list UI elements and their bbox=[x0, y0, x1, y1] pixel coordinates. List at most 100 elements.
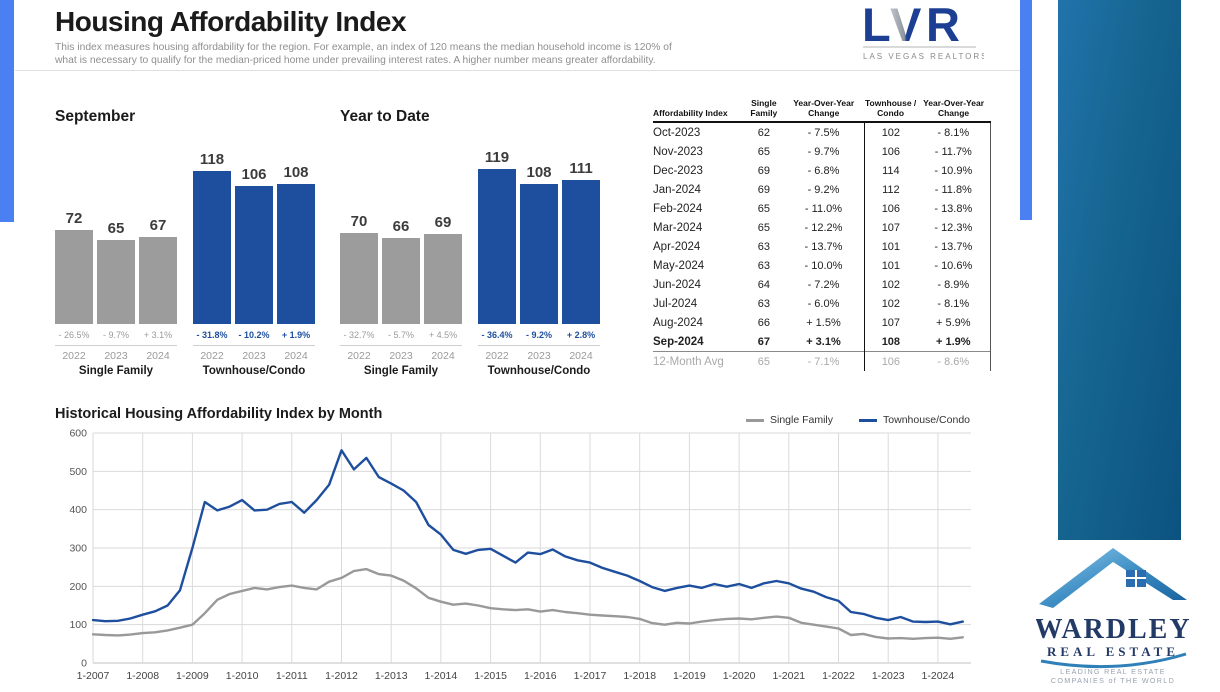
bar-column: 69 bbox=[424, 214, 462, 324]
table-cell: 12-Month Avg bbox=[653, 355, 724, 368]
page-description: This index measures housing affordabilit… bbox=[55, 41, 695, 67]
bar-change-label: - 31.8% bbox=[196, 330, 228, 340]
table-cell: Jan-2024 bbox=[653, 183, 701, 196]
bar bbox=[97, 239, 135, 324]
bar-group-label: Townhouse/Condo bbox=[202, 365, 306, 377]
bar-change-label: - 32.7% bbox=[343, 330, 375, 340]
wardley-subname: REAL ESTATE bbox=[1047, 644, 1179, 659]
bar-change-label: + 1.9% bbox=[281, 330, 311, 340]
bar-column: 108 bbox=[277, 164, 315, 324]
historical-chart: 0 100 200 300 400 500 600 1-2007 1-2008 1-2009 1-2… bbox=[55, 425, 980, 692]
bar bbox=[277, 183, 315, 324]
bar-column: 118 bbox=[193, 151, 231, 324]
table-cell: 112 bbox=[864, 180, 917, 199]
table-cell: 67 bbox=[757, 335, 770, 348]
lvr-logo: L V R LAS VEGAS REALTORS® bbox=[862, 0, 994, 68]
table-cell: 66 bbox=[757, 316, 770, 329]
table-cell: Dec-2023 bbox=[653, 164, 703, 177]
table-cell: 65 bbox=[757, 202, 770, 215]
table-cell: - 10.9% bbox=[916, 161, 991, 180]
bar-value-label: 108 bbox=[283, 163, 309, 181]
ytd-groups: 70 66 69 - 32.7% - 5.7% + 4.5% 2022 2023 2024 Sin… bbox=[340, 146, 600, 377]
table-cell: + 1.9% bbox=[916, 332, 991, 352]
bar-year-label: 2022 bbox=[485, 350, 509, 362]
table-cell: Feb-2024 bbox=[653, 202, 703, 215]
header-divider bbox=[15, 70, 1020, 71]
description-line-2: what is necessary to qualify for the med… bbox=[55, 55, 656, 66]
bar-value-label: 108 bbox=[526, 163, 552, 181]
wardley-tagline-2: COMPANIES of THE WORLD bbox=[1051, 676, 1175, 685]
y-axis-tick-label: 400 bbox=[69, 504, 87, 516]
bar bbox=[139, 236, 177, 324]
bar-column: 72 bbox=[55, 210, 93, 324]
historical-chart-title: Historical Housing Affordability Index b… bbox=[55, 406, 383, 422]
bar bbox=[340, 233, 378, 324]
wardley-tagline-1: LEADING REAL ESTATE bbox=[1060, 667, 1166, 676]
bar-value-label: 106 bbox=[241, 166, 267, 184]
table-row: Sep-2024 67 + 3.1% 108 + 1.9% bbox=[653, 332, 991, 352]
table-cell: - 13.7% bbox=[804, 240, 843, 253]
table-row: Oct-2023 62 - 7.5% 102- 8.1% bbox=[653, 122, 991, 142]
legend-item: Single Family bbox=[745, 414, 833, 426]
affordability-table-grid: Affordability Index Single Family Year-Ove… bbox=[653, 98, 991, 371]
bar-column: 65 bbox=[97, 219, 135, 324]
september-bar-chart: September 72 65 67- 26.5% - 9.7% + 3.1% 2022 2… bbox=[55, 108, 315, 377]
table-header-cell: Year-Over-Year Change bbox=[793, 98, 855, 118]
bar-value-label: 119 bbox=[484, 149, 510, 167]
table-cell: - 11.8% bbox=[916, 180, 991, 199]
y-axis-tick-label: 200 bbox=[69, 581, 87, 593]
table-cell: + 3.1% bbox=[806, 335, 841, 348]
table-cell: 107 bbox=[864, 218, 917, 237]
table-cell: - 6.0% bbox=[807, 297, 840, 310]
table-cell: May-2024 bbox=[653, 259, 705, 272]
table-cell: - 13.8% bbox=[916, 199, 991, 218]
wardley-roof-icon bbox=[1039, 548, 1187, 608]
table-row: Dec-2023 69 - 6.8% 114- 10.9% bbox=[653, 161, 991, 180]
bar-change-label: + 3.1% bbox=[143, 330, 173, 340]
bar-value-label: 65 bbox=[107, 219, 125, 237]
legend-swatch bbox=[859, 418, 878, 422]
historical-chart-svg: 0 100 200 300 400 500 600 1-2007 1-2008 1-2009 1-2… bbox=[69, 428, 971, 682]
y-axis-tick-label: 100 bbox=[69, 619, 87, 631]
table-cell: - 7.2% bbox=[807, 278, 840, 291]
table-cell: 63 bbox=[757, 240, 770, 253]
bar-year-label: 2022 bbox=[347, 350, 371, 362]
table-row: Jul-2024 63 - 6.0% 102- 8.1% bbox=[653, 294, 991, 313]
bar-value-label: 69 bbox=[434, 214, 452, 232]
page-title: Housing Affordability Index bbox=[55, 6, 407, 37]
table-cell: 106 bbox=[864, 199, 917, 218]
table-cell: 64 bbox=[757, 278, 770, 291]
bar bbox=[55, 230, 93, 324]
table-cell: - 11.7% bbox=[916, 142, 991, 161]
table-cell: - 6.8% bbox=[807, 164, 840, 177]
lvr-letter-l: L bbox=[862, 3, 891, 51]
table-cell: - 7.1% bbox=[807, 355, 840, 368]
y-axis-tick-label: 0 bbox=[81, 658, 87, 670]
table-cell: 107 bbox=[864, 313, 917, 332]
x-axis-tick-label: 1-2024 bbox=[922, 670, 955, 682]
bar bbox=[478, 169, 516, 324]
table-cell: - 7.5% bbox=[807, 126, 840, 139]
bar-value-label: 72 bbox=[65, 210, 83, 228]
table-cell: Nov-2023 bbox=[653, 145, 703, 158]
table-header-cell: Townhouse / Condo bbox=[864, 98, 917, 118]
table-cell: 102 bbox=[864, 122, 917, 142]
legend-item: Townhouse/Condo bbox=[859, 414, 970, 426]
lvr-letter-r: R bbox=[926, 3, 960, 51]
x-axis-tick-label: 1-2022 bbox=[822, 670, 855, 682]
x-axis-tick-label: 1-2017 bbox=[574, 670, 607, 682]
table-cell: 69 bbox=[757, 164, 770, 177]
table-cell: - 9.2% bbox=[807, 183, 840, 196]
table-row: Jan-2024 69 - 9.2% 112- 11.8% bbox=[653, 180, 991, 199]
september-groups: 72 65 67 - 26.5% - 9.7% + 3.1% 2022 2023 2024 Sin… bbox=[55, 146, 315, 377]
table-row: Mar-2024 65 - 12.2% 107- 12.3% bbox=[653, 218, 991, 237]
x-axis-tick-label: 1-2021 bbox=[772, 670, 805, 682]
bar-year-label: 2024 bbox=[431, 350, 455, 362]
table-cell: - 10.0% bbox=[804, 259, 843, 272]
bar-change-label: - 5.7% bbox=[387, 330, 414, 340]
bar-group-single-family: 72 65 67 - 26.5% - 9.7% + 3.1% 2022 2023 2024 Sin… bbox=[55, 146, 177, 377]
table-cell: Aug-2024 bbox=[653, 316, 703, 329]
table-cell: 65 bbox=[757, 355, 770, 368]
bar-column: 111 bbox=[562, 160, 600, 324]
table-cell: - 12.2% bbox=[804, 221, 843, 234]
